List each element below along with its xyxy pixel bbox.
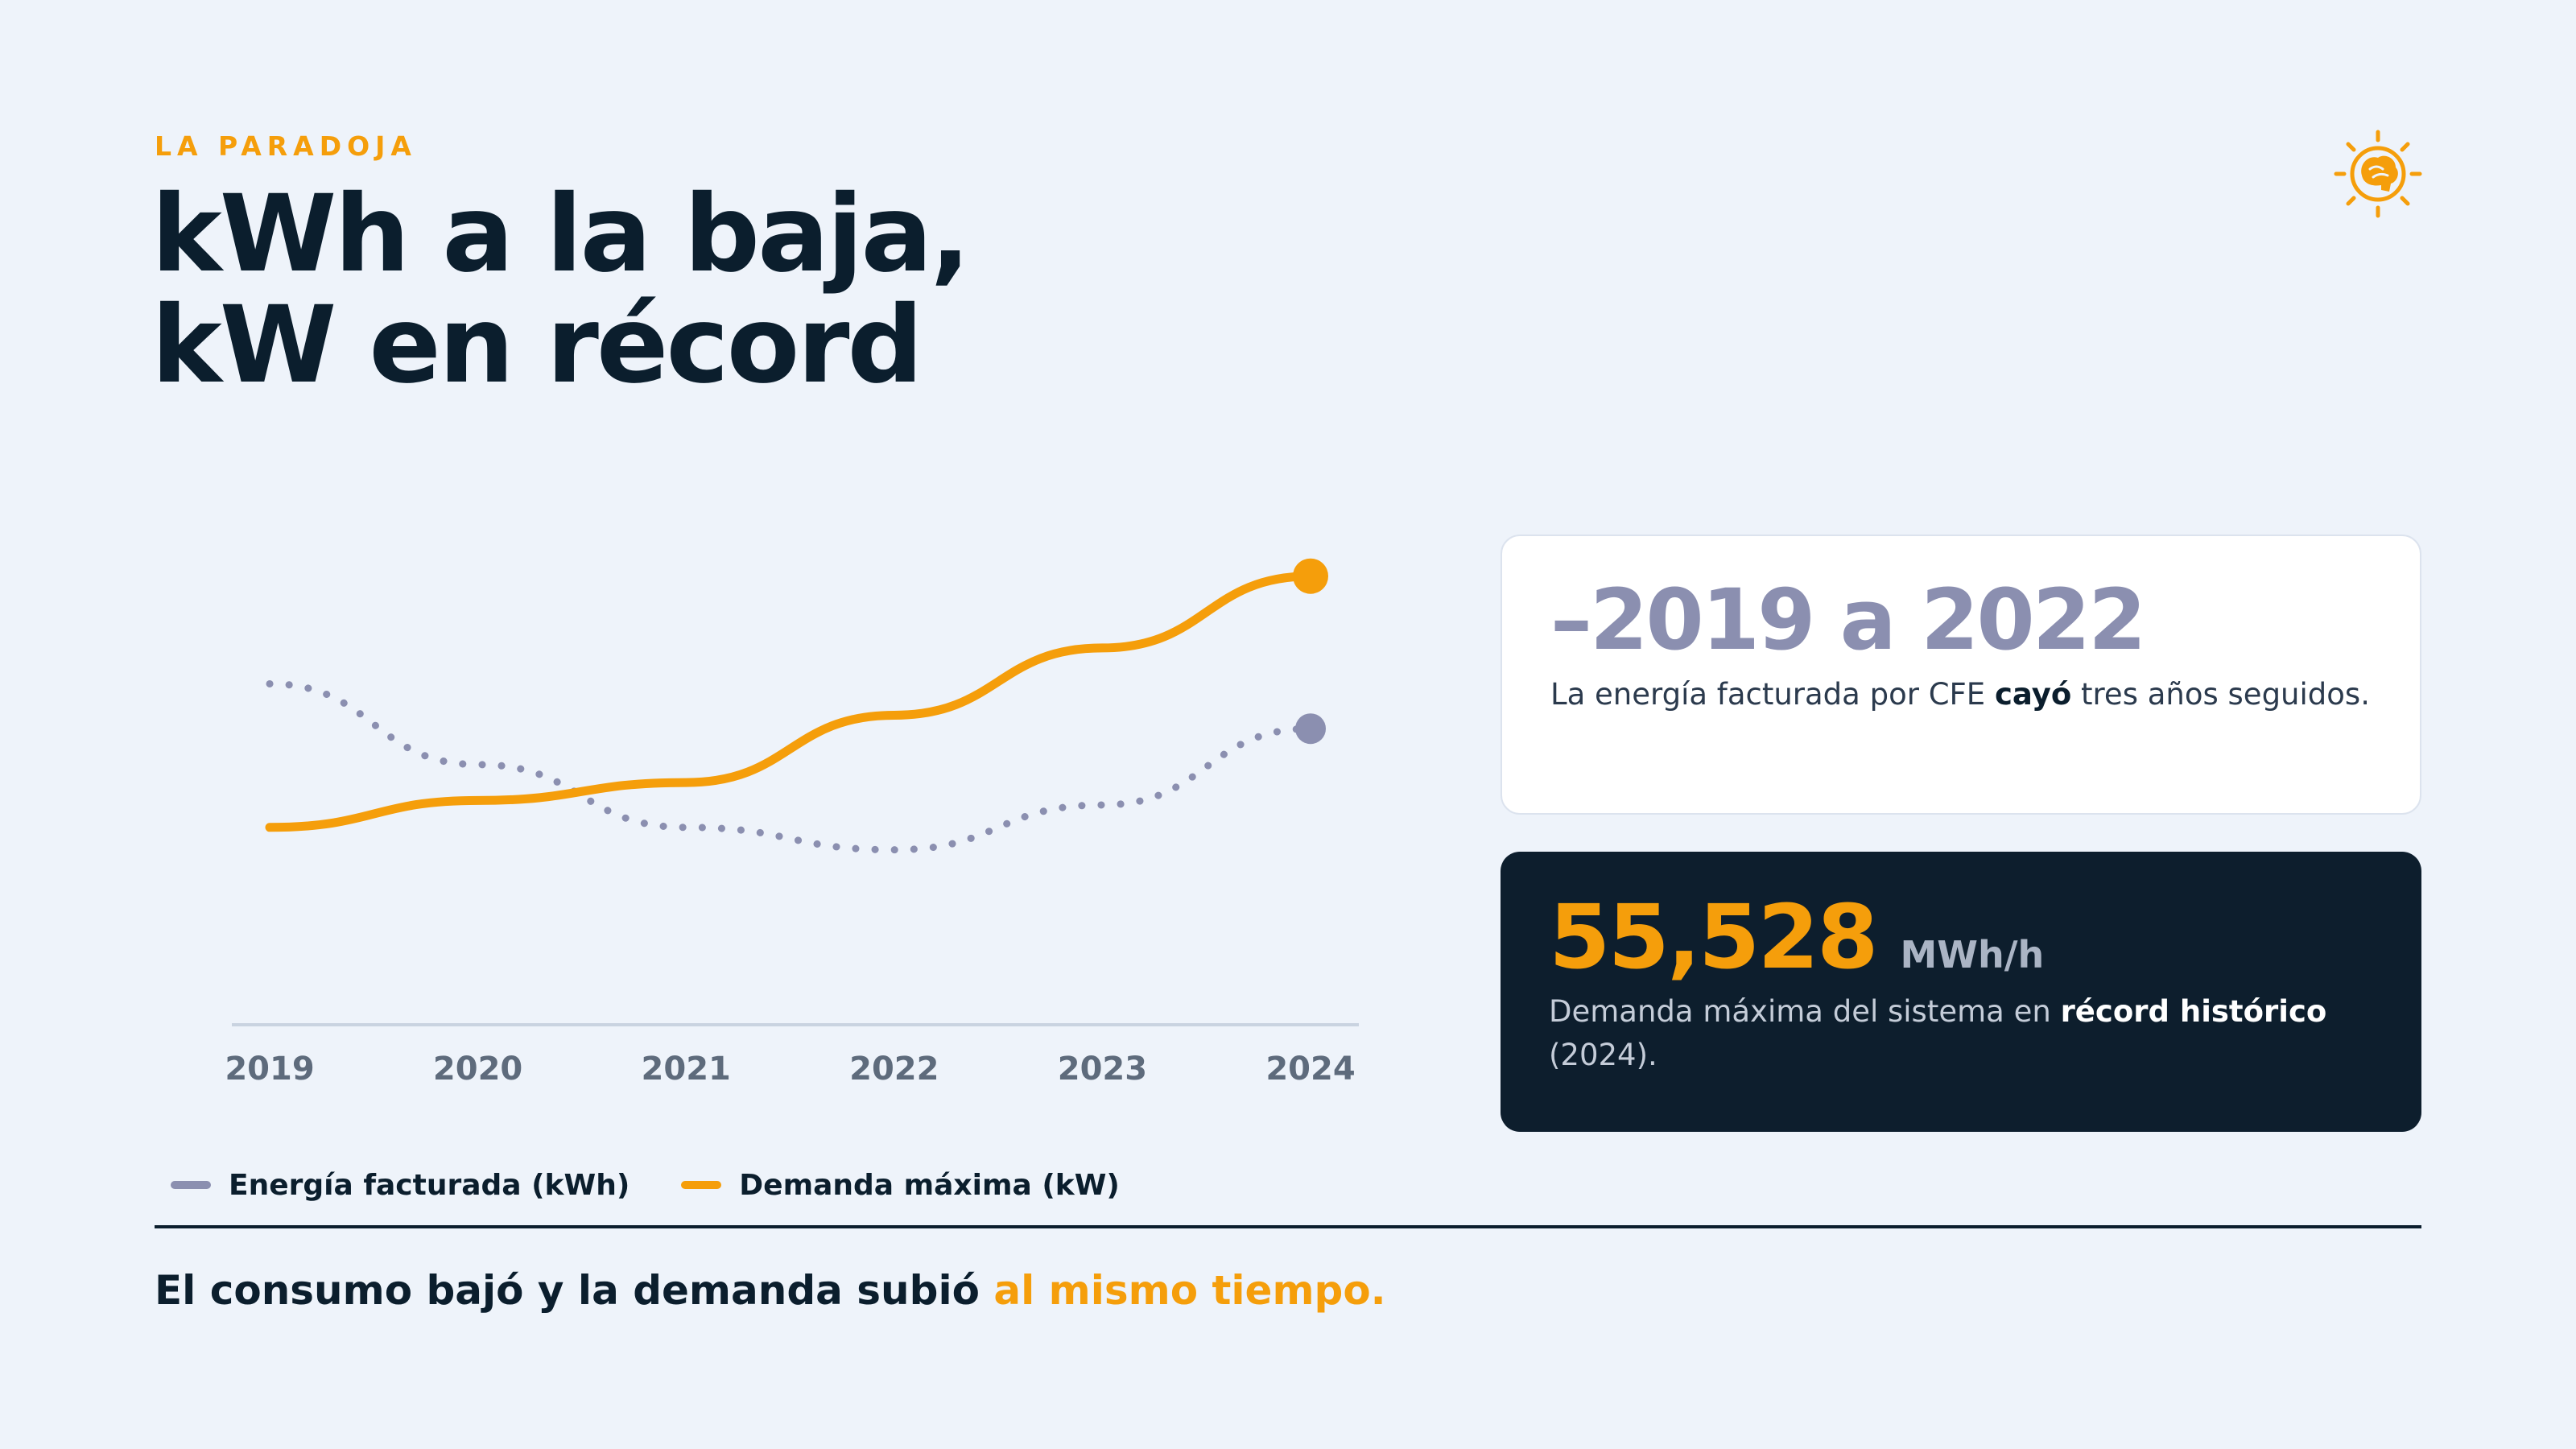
- series-endpoint-energia: [1295, 713, 1326, 745]
- x-tick-label: 2023: [1058, 1051, 1147, 1088]
- legend-swatch-demanda: [681, 1181, 722, 1189]
- peak-demand-card: 55,528 MWh/h Demanda máxima del sistema …: [1501, 852, 2421, 1132]
- page-title: kWh a la baja, kW en récord: [151, 172, 971, 407]
- series-endpoint-demanda: [1293, 558, 1328, 594]
- footer-text: El consumo bajó y la demanda subió: [155, 1267, 994, 1314]
- peak-demand-figure: 55,528 MWh/h: [1549, 887, 2373, 987]
- x-tick-label: 2022: [849, 1051, 939, 1088]
- legend-item-energia: Energía facturada (kWh): [171, 1169, 630, 1202]
- series-line-energia: [266, 679, 1315, 854]
- energy-decline-card: –2019 a 2022 La energía facturada por CF…: [1501, 535, 2421, 815]
- footer-accent: al mismo tiempo.: [993, 1267, 1386, 1314]
- title-line-2: kW en récord: [151, 283, 923, 407]
- x-tick-label: 2024: [1265, 1051, 1355, 1088]
- legend-swatch-energia: [171, 1181, 211, 1189]
- line-chart: 2019 2020 2021 2022 2023 2024: [177, 531, 1417, 1127]
- decline-period: –2019 a 2022: [1550, 571, 2147, 669]
- divider: [155, 1225, 2421, 1228]
- x-tick-label: 2020: [433, 1051, 522, 1088]
- peak-demand-value: 55,528: [1549, 886, 1878, 989]
- x-tick-label: 2019: [225, 1051, 314, 1088]
- title-line-1: kWh a la baja,: [151, 172, 971, 296]
- chart-legend: Energía facturada (kWh) Demanda máxima (…: [171, 1161, 1120, 1209]
- chart-svg: 2019 2020 2021 2022 2023 2024: [225, 558, 1359, 1088]
- eyebrow-label: LA PARADOJA: [155, 130, 417, 162]
- peak-demand-unit: MWh/h: [1900, 933, 2045, 976]
- footer-statement: El consumo bajó y la demanda subió al mi…: [155, 1267, 1386, 1314]
- series-line-demanda: [265, 572, 1315, 832]
- decline-description: La energía facturada por CFE cayó tres a…: [1550, 677, 2370, 712]
- sun-brain-icon: [2334, 130, 2422, 218]
- x-tick-label: 2021: [642, 1051, 731, 1088]
- legend-item-demanda: Demanda máxima (kW): [681, 1169, 1120, 1202]
- legend-label-demanda: Demanda máxima (kW): [739, 1168, 1120, 1202]
- legend-label-energia: Energía facturada (kWh): [229, 1168, 630, 1202]
- peak-demand-description: Demanda máxima del sistema en récord his…: [1549, 994, 2327, 1072]
